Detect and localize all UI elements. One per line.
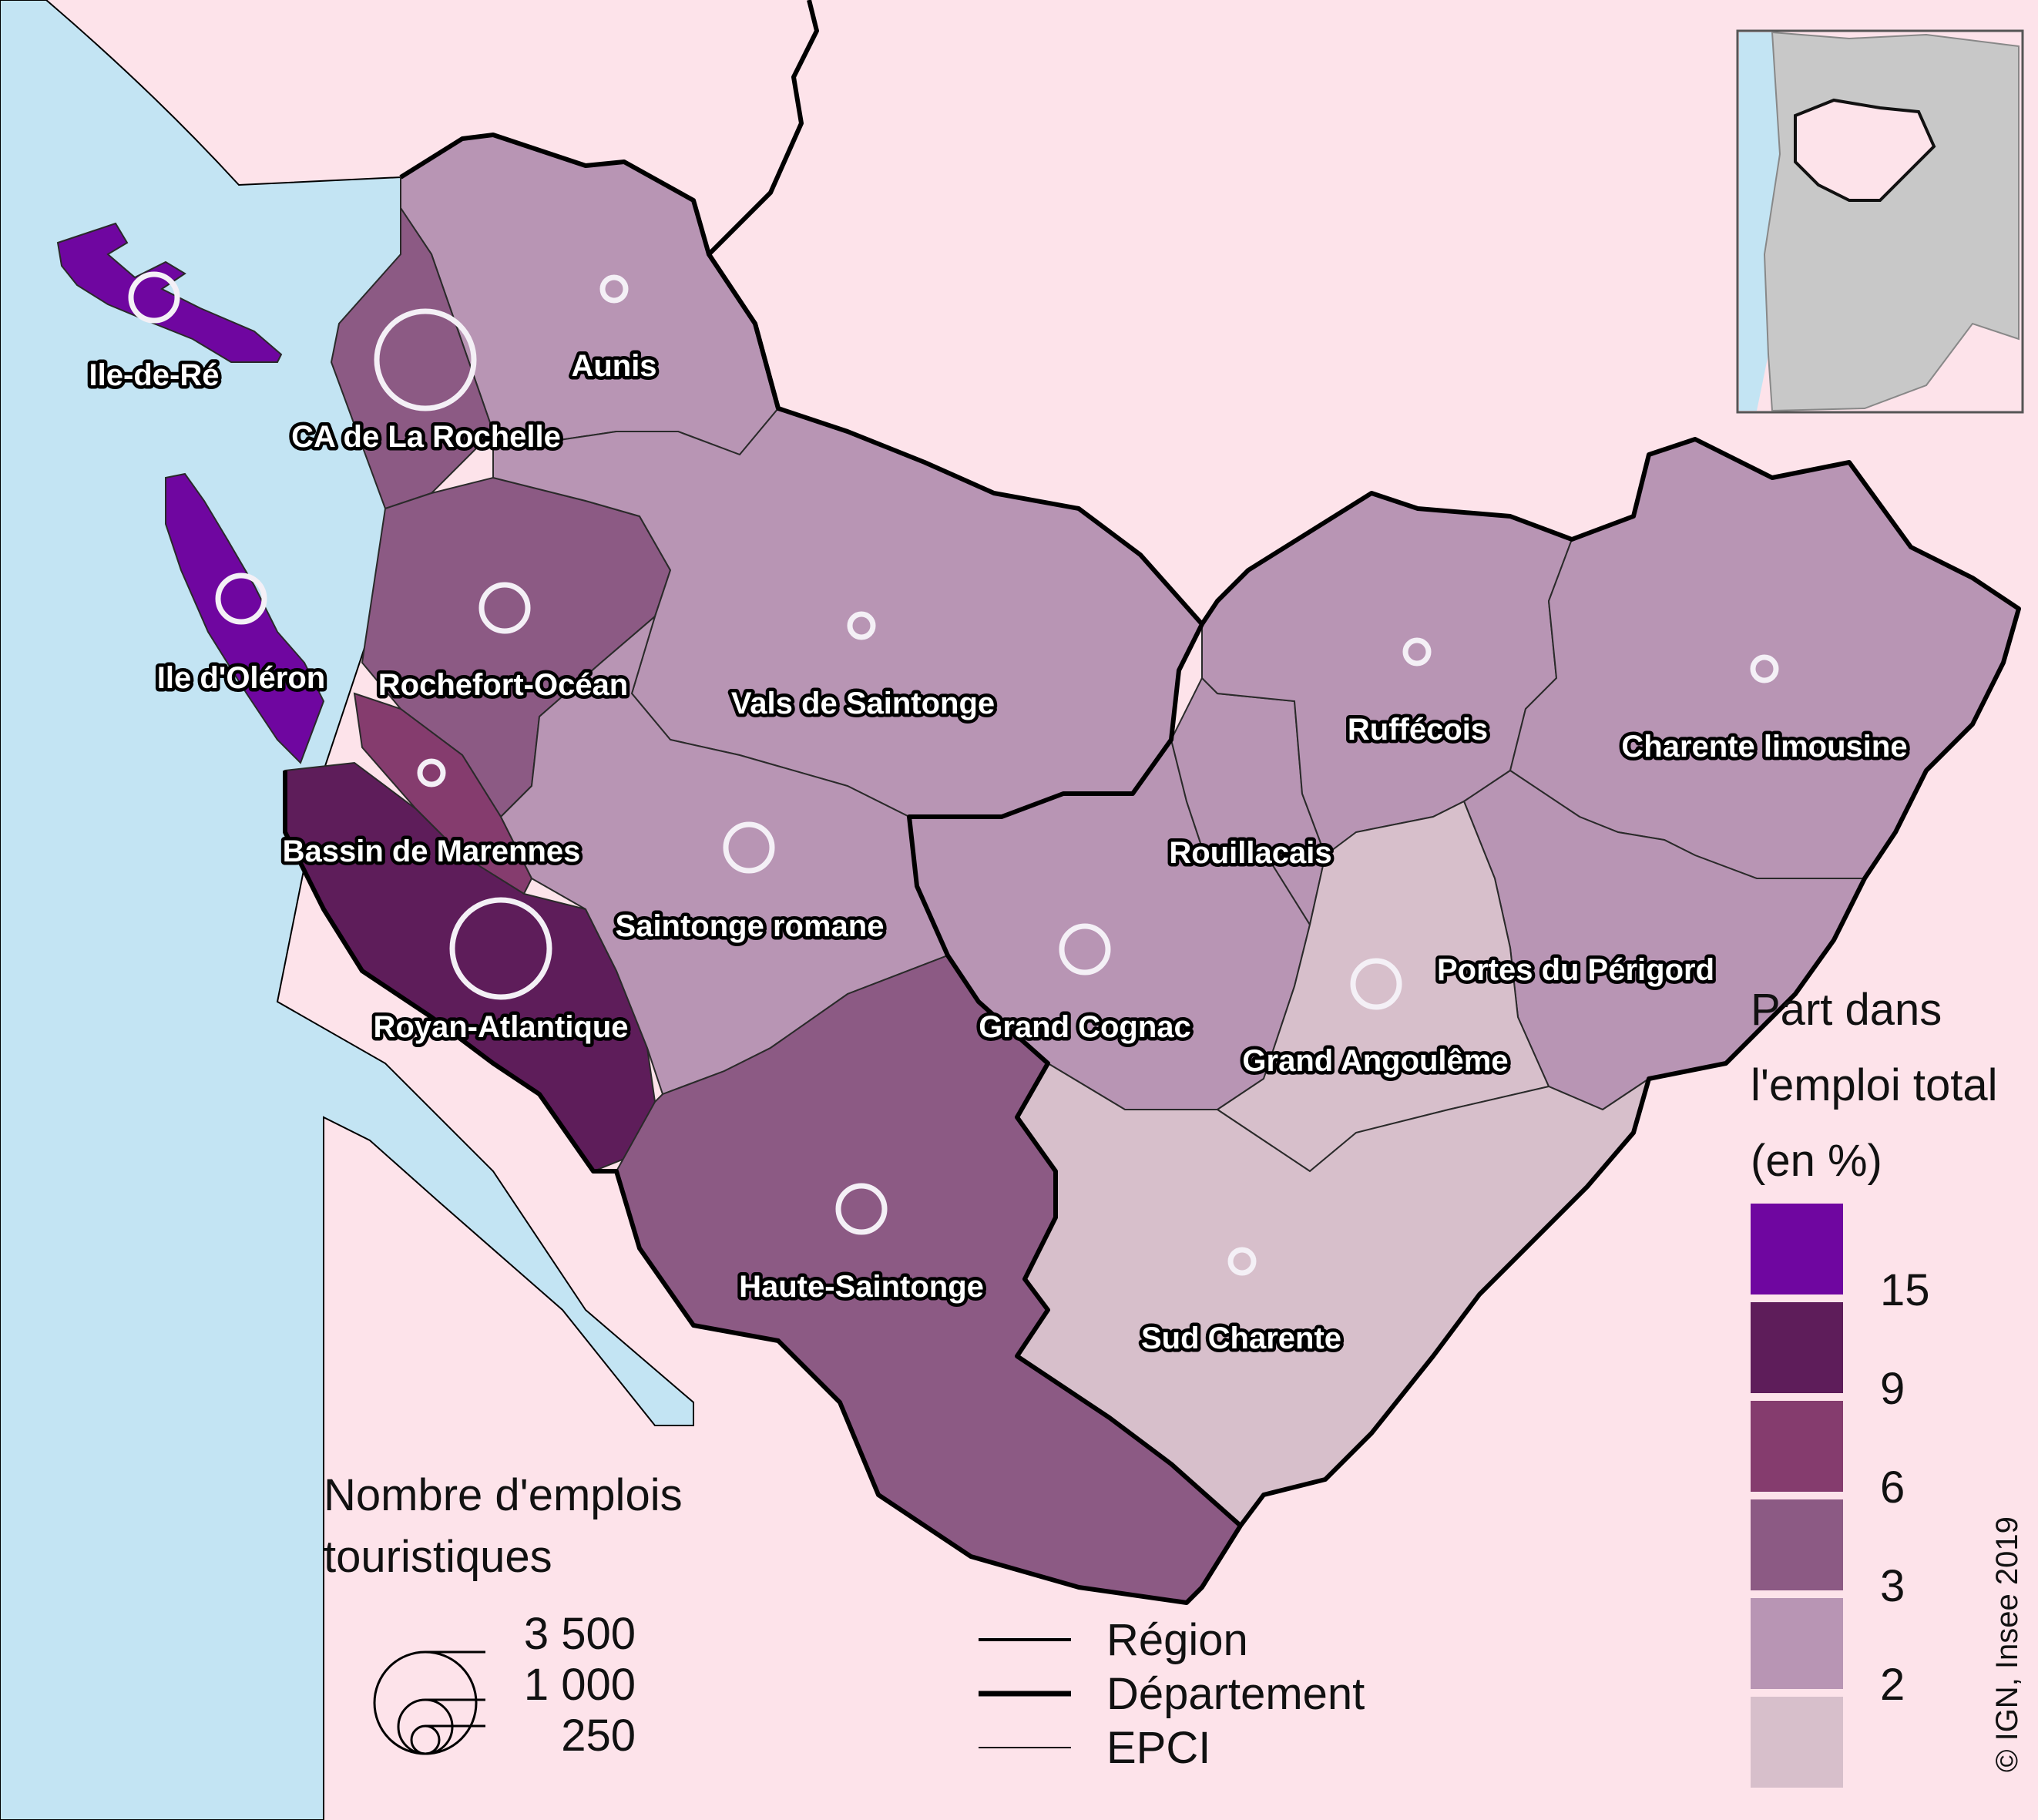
legend-swatch-5: [1751, 1697, 1843, 1788]
label-rochefort: Rochefort-Océan: [378, 668, 629, 702]
jobs-circle-oleron: [215, 573, 267, 625]
label-saintonge-romane: Saintonge romane: [616, 909, 885, 943]
legend-swatch-3: [1751, 1499, 1843, 1590]
legend-share-title-2: l'emploi total: [1751, 1060, 1998, 1110]
jobs-circle-rochefort: [478, 582, 531, 634]
credit: © IGN, Insee 2019: [1990, 1516, 2024, 1772]
legend-share: Part dans l'emploi total (en %) 15 9 6 3…: [1751, 985, 1998, 1788]
legend-label-epci: EPCI: [1106, 1723, 1210, 1773]
legend-size-1000: 1 000: [524, 1660, 636, 1710]
label-portes-perigord: Portes du Périgord: [1437, 953, 1714, 987]
jobs-circle-charente-lim: [1750, 654, 1779, 683]
legend-break-15: 15: [1880, 1265, 1930, 1315]
inset-map: [1736, 29, 2024, 414]
legend-share-title-3: (en %): [1751, 1136, 1882, 1186]
legend-size-3500: 3 500: [524, 1609, 636, 1659]
jobs-circle-saintonge-rom: [723, 821, 775, 874]
legend-size-250: 250: [561, 1711, 636, 1761]
jobs-circle-angouleme: [1350, 958, 1402, 1010]
legend-share-swatches: [1751, 1204, 1843, 1788]
legend-swatch-0: [1751, 1204, 1843, 1294]
zone-ile-oleron: [165, 472, 325, 764]
legend-circle-small: [410, 1724, 441, 1755]
jobs-circle-aunis: [599, 274, 629, 304]
jobs-circle-vals: [847, 611, 876, 640]
legend-swatch-1: [1751, 1302, 1843, 1393]
zone-ile-de-re: [56, 222, 283, 363]
label-la-rochelle: CA de La Rochelle: [291, 420, 561, 454]
jobs-circle-haute-saint: [835, 1183, 888, 1235]
legend-size: Nombre d'emplois touristiques 3 500 1 00…: [324, 1470, 683, 1761]
label-ile-de-re: Ile-de-Ré: [89, 358, 220, 392]
legend-break-2: 2: [1880, 1660, 1905, 1710]
legend-size-title-2: touristiques: [324, 1532, 552, 1582]
label-angouleme: Grand Angoulême: [1242, 1044, 1508, 1078]
legend-swatch-4: [1751, 1598, 1843, 1689]
zone-marennes: [353, 692, 533, 895]
legend-break-6: 6: [1880, 1462, 1905, 1513]
legend-size-title-1: Nombre d'emplois: [324, 1470, 683, 1520]
label-aunis: Aunis: [571, 349, 656, 383]
region-boundary: [283, 133, 2021, 1605]
legend-circle-large: [373, 1650, 478, 1755]
label-cognac: Grand Cognac: [979, 1010, 1191, 1044]
jobs-circle-sud-charente: [1227, 1247, 1257, 1276]
legend-swatch-2: [1751, 1401, 1843, 1492]
label-marennes: Bassin de Marennes: [283, 834, 581, 868]
jobs-circle-cognac: [1059, 923, 1111, 975]
legend-break-3: 3: [1880, 1561, 1905, 1611]
department-boundary: [907, 623, 1242, 1528]
label-oleron: Ile d'Oléron: [157, 661, 325, 695]
jobs-circles: [128, 271, 1779, 1276]
legend-lines: Région Département EPCI: [979, 1615, 1365, 1773]
jobs-circle-royan: [449, 897, 552, 1000]
jobs-circle-ile-de-re: [128, 271, 180, 324]
legend-label-departement: Département: [1106, 1669, 1365, 1719]
label-sud-charente: Sud Charente: [1141, 1321, 1341, 1355]
jobs-circle-marennes: [417, 758, 446, 787]
jobs-circle-la-rochelle: [374, 308, 477, 411]
jobs-circle-ruffecois: [1402, 637, 1432, 667]
ocean: [0, 0, 694, 1820]
legend-label-region: Région: [1106, 1615, 1248, 1665]
label-charente-limousine: Charente limousine: [1621, 730, 1907, 764]
label-haute-saintonge: Haute-Saintonge: [739, 1270, 984, 1304]
legend-share-title-1: Part dans: [1751, 985, 1942, 1035]
label-rouillacais: Rouillacais: [1169, 836, 1331, 870]
department-boundary-north: [707, 0, 819, 409]
label-vals: Vals de Saintonge: [731, 687, 995, 720]
label-royan: Royan-Atlantique: [373, 1010, 628, 1044]
legend-break-9: 9: [1880, 1364, 1905, 1414]
label-ruffecois: Ruffécois: [1348, 713, 1488, 747]
